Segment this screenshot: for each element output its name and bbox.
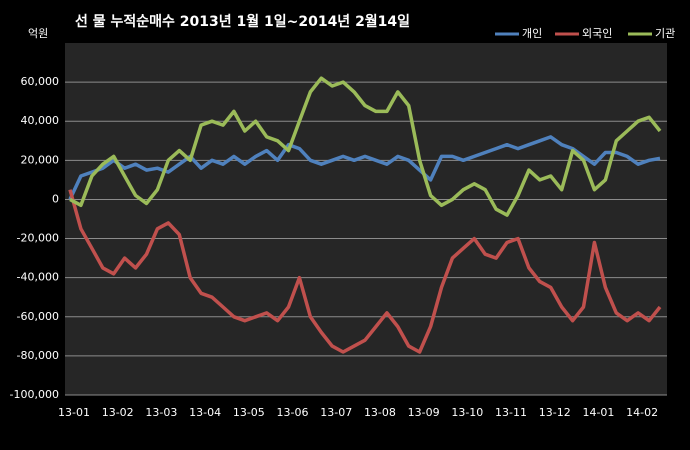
y-tick-label: -40,000 — [17, 271, 59, 284]
legend-label: 외국인 — [582, 27, 612, 40]
y-tick-label: -80,000 — [17, 349, 59, 362]
series-line — [69, 76, 662, 217]
x-tick-label: 13-01 — [58, 406, 90, 419]
chart-title: 선 물 누적순매수 2013년 1월 1일~2014년 2월14일 — [75, 13, 410, 30]
legend-label: 개인 — [522, 27, 542, 40]
x-tick-label: 13-03 — [145, 406, 177, 419]
legend-label: 기관 — [655, 27, 675, 40]
x-tick-label: 13-05 — [233, 406, 265, 419]
x-tick-label: 13-06 — [277, 406, 309, 419]
y-tick-label: 0 — [52, 192, 59, 205]
y-unit: 억원 — [28, 27, 48, 40]
x-tick-label: 13-08 — [364, 406, 396, 419]
series-line — [68, 189, 662, 354]
x-tick-label: 13-11 — [495, 406, 527, 419]
x-tick-label: 14-01 — [582, 406, 614, 419]
y-tick-label: -20,000 — [17, 232, 59, 245]
y-tick-label: -100,000 — [10, 388, 59, 401]
y-tick-label: 40,000 — [21, 114, 60, 127]
x-tick-label: 13-12 — [539, 406, 571, 419]
x-tick-label: 13-10 — [451, 406, 483, 419]
x-tick-label: 13-04 — [189, 406, 221, 419]
x-tick-label: 13-02 — [102, 406, 134, 419]
y-tick-label: -60,000 — [17, 310, 59, 323]
plot-area — [65, 43, 667, 395]
series-line — [68, 135, 661, 201]
x-tick-label: 13-07 — [320, 406, 352, 419]
y-tick-label: 60,000 — [21, 75, 60, 88]
y-tick-label: 20,000 — [21, 153, 60, 166]
x-tick-label: 13-09 — [408, 406, 440, 419]
x-tick-label: 14-02 — [626, 406, 658, 419]
